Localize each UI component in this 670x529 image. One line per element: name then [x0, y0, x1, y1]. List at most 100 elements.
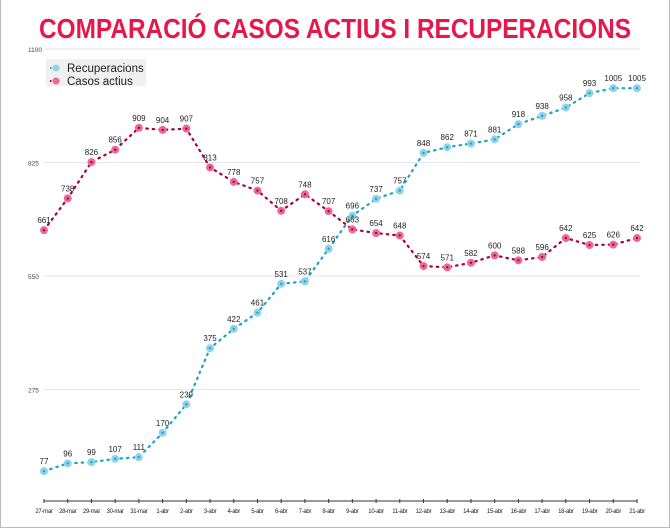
x-tick-label: 5-abr [251, 509, 264, 515]
point-center-casos-actius [564, 236, 568, 240]
data-label-casos-actius: 813 [203, 153, 217, 162]
x-tick-label: 19-abr [582, 509, 598, 515]
x-tick-label: 29-mar [83, 509, 101, 515]
legend-background [46, 59, 146, 86]
data-label-recuperacions: 737 [369, 185, 383, 194]
point-center-casos-actius [422, 264, 425, 268]
data-label-casos-actius: 588 [512, 246, 526, 255]
data-label-recuperacions: 757 [393, 177, 407, 186]
data-label-recuperacions: 1005 [628, 74, 646, 83]
data-label-casos-actius: 642 [630, 224, 644, 233]
point-center-casos-actius [208, 166, 212, 169]
data-label-recuperacions: 531 [275, 270, 289, 279]
x-tick-label: 2-abr [180, 509, 193, 515]
data-label-recuperacions: 848 [417, 139, 431, 148]
point-center-casos-actius [469, 261, 473, 264]
x-tick-label: 20-abr [606, 509, 622, 515]
data-label-recuperacions: 111 [133, 443, 146, 452]
point-center-casos-actius [256, 189, 259, 192]
y-tick-label: 275 [28, 388, 39, 395]
data-label-recuperacions: 881 [488, 125, 502, 134]
data-label-recuperacions: 107 [108, 445, 122, 454]
point-center-casos-actius [446, 266, 449, 269]
data-label-casos-actius: 748 [298, 180, 312, 189]
x-tick-label: 31-mar [130, 509, 148, 515]
point-center-casos-actius [635, 236, 639, 240]
point-center-recuperacions [612, 87, 615, 90]
point-center-recuperacions [493, 138, 496, 141]
data-label-casos-actius: 856 [108, 136, 122, 145]
point-center-recuperacions [185, 403, 188, 406]
x-tick-label: 3-abr [204, 509, 217, 515]
point-center-recuperacions [469, 142, 473, 145]
point-center-recuperacions [446, 146, 449, 149]
data-label-recuperacions: 958 [559, 94, 573, 103]
point-center-recuperacions [232, 327, 235, 331]
point-center-recuperacions [374, 197, 378, 201]
point-center-casos-actius [90, 160, 93, 164]
point-center-casos-actius [66, 197, 69, 200]
data-label-recuperacions: 1005 [604, 74, 622, 83]
point-center-casos-actius [185, 127, 188, 130]
y-tick-label: 1100 [28, 47, 42, 54]
data-label-recuperacions: 422 [227, 315, 241, 324]
data-label-casos-actius: 904 [156, 116, 170, 125]
data-label-casos-actius: 596 [535, 243, 549, 252]
x-tick-label: 16-abr [511, 509, 527, 515]
x-tick-label: 11-abr [392, 509, 407, 515]
data-label-casos-actius: 582 [464, 249, 478, 258]
point-center-recuperacions [422, 151, 425, 155]
data-label-recuperacions: 696 [346, 202, 360, 211]
x-tick-label: 15-abr [487, 509, 503, 515]
point-center-casos-actius [588, 243, 591, 247]
point-center-casos-actius [327, 210, 330, 213]
data-label-casos-actius: 626 [607, 231, 621, 240]
data-label-casos-actius: 909 [132, 114, 146, 123]
point-center-casos-actius [517, 259, 520, 262]
point-center-recuperacions [137, 455, 141, 459]
x-tick-label: 28-mar [59, 509, 77, 515]
x-tick-label: 13-abr [439, 509, 455, 515]
data-label-recuperacions: 239 [180, 390, 194, 399]
point-center-recuperacions [256, 311, 259, 314]
data-label-recuperacions: 537 [298, 267, 312, 276]
point-center-casos-actius [540, 255, 544, 259]
data-label-recuperacions: 461 [251, 299, 265, 308]
point-center-casos-actius [493, 254, 496, 257]
legend-label-recuperacions: Recuperacions [67, 63, 144, 75]
x-tick-label: 10-abr [368, 509, 384, 515]
data-label-recuperacions: 77 [40, 457, 49, 466]
data-label-casos-actius: 707 [322, 197, 336, 206]
point-center-recuperacions [564, 106, 568, 109]
chart-title: COMPARACIÓ CASOS ACTIUS I RECUPERACIONS [39, 13, 631, 44]
series-line-recuperacions [42, 87, 639, 473]
x-tick-label: 17-abr [534, 509, 550, 515]
data-label-recuperacions: 918 [512, 110, 526, 119]
x-tick-label: 8-abr [322, 509, 335, 515]
x-tick-label: 6-abr [275, 509, 288, 515]
data-label-casos-actius: 600 [488, 241, 502, 250]
legend-label-casos-actius: Casos actius [67, 76, 133, 88]
point-center-casos-actius [113, 148, 117, 151]
point-center-recuperacions [398, 189, 401, 192]
point-center-casos-actius [137, 126, 141, 130]
point-center-recuperacions [588, 91, 591, 95]
data-label-recuperacions: 375 [203, 334, 217, 343]
point-center-recuperacions [113, 457, 117, 461]
data-label-casos-actius: 826 [85, 148, 99, 157]
point-center-casos-actius [232, 180, 235, 184]
data-label-recuperacions: 862 [441, 133, 455, 142]
point-center-recuperacions [161, 431, 164, 435]
data-label-recuperacions: 170 [156, 419, 170, 428]
data-label-recuperacions: 99 [87, 448, 96, 457]
x-tick-label: 1-abr [156, 509, 169, 515]
point-center-casos-actius [303, 193, 307, 196]
x-axis: 27-mar 28-mar 29-mar 30-mar 31-mar 1-abr 2-abr… [35, 499, 645, 515]
data-label-casos-actius: 648 [393, 222, 407, 231]
series-points [40, 84, 641, 476]
point-center-casos-actius [612, 243, 615, 246]
data-label-recuperacions: 938 [535, 102, 549, 111]
x-tick-label: 7-abr [299, 509, 312, 515]
point-center-recuperacions [90, 460, 93, 464]
